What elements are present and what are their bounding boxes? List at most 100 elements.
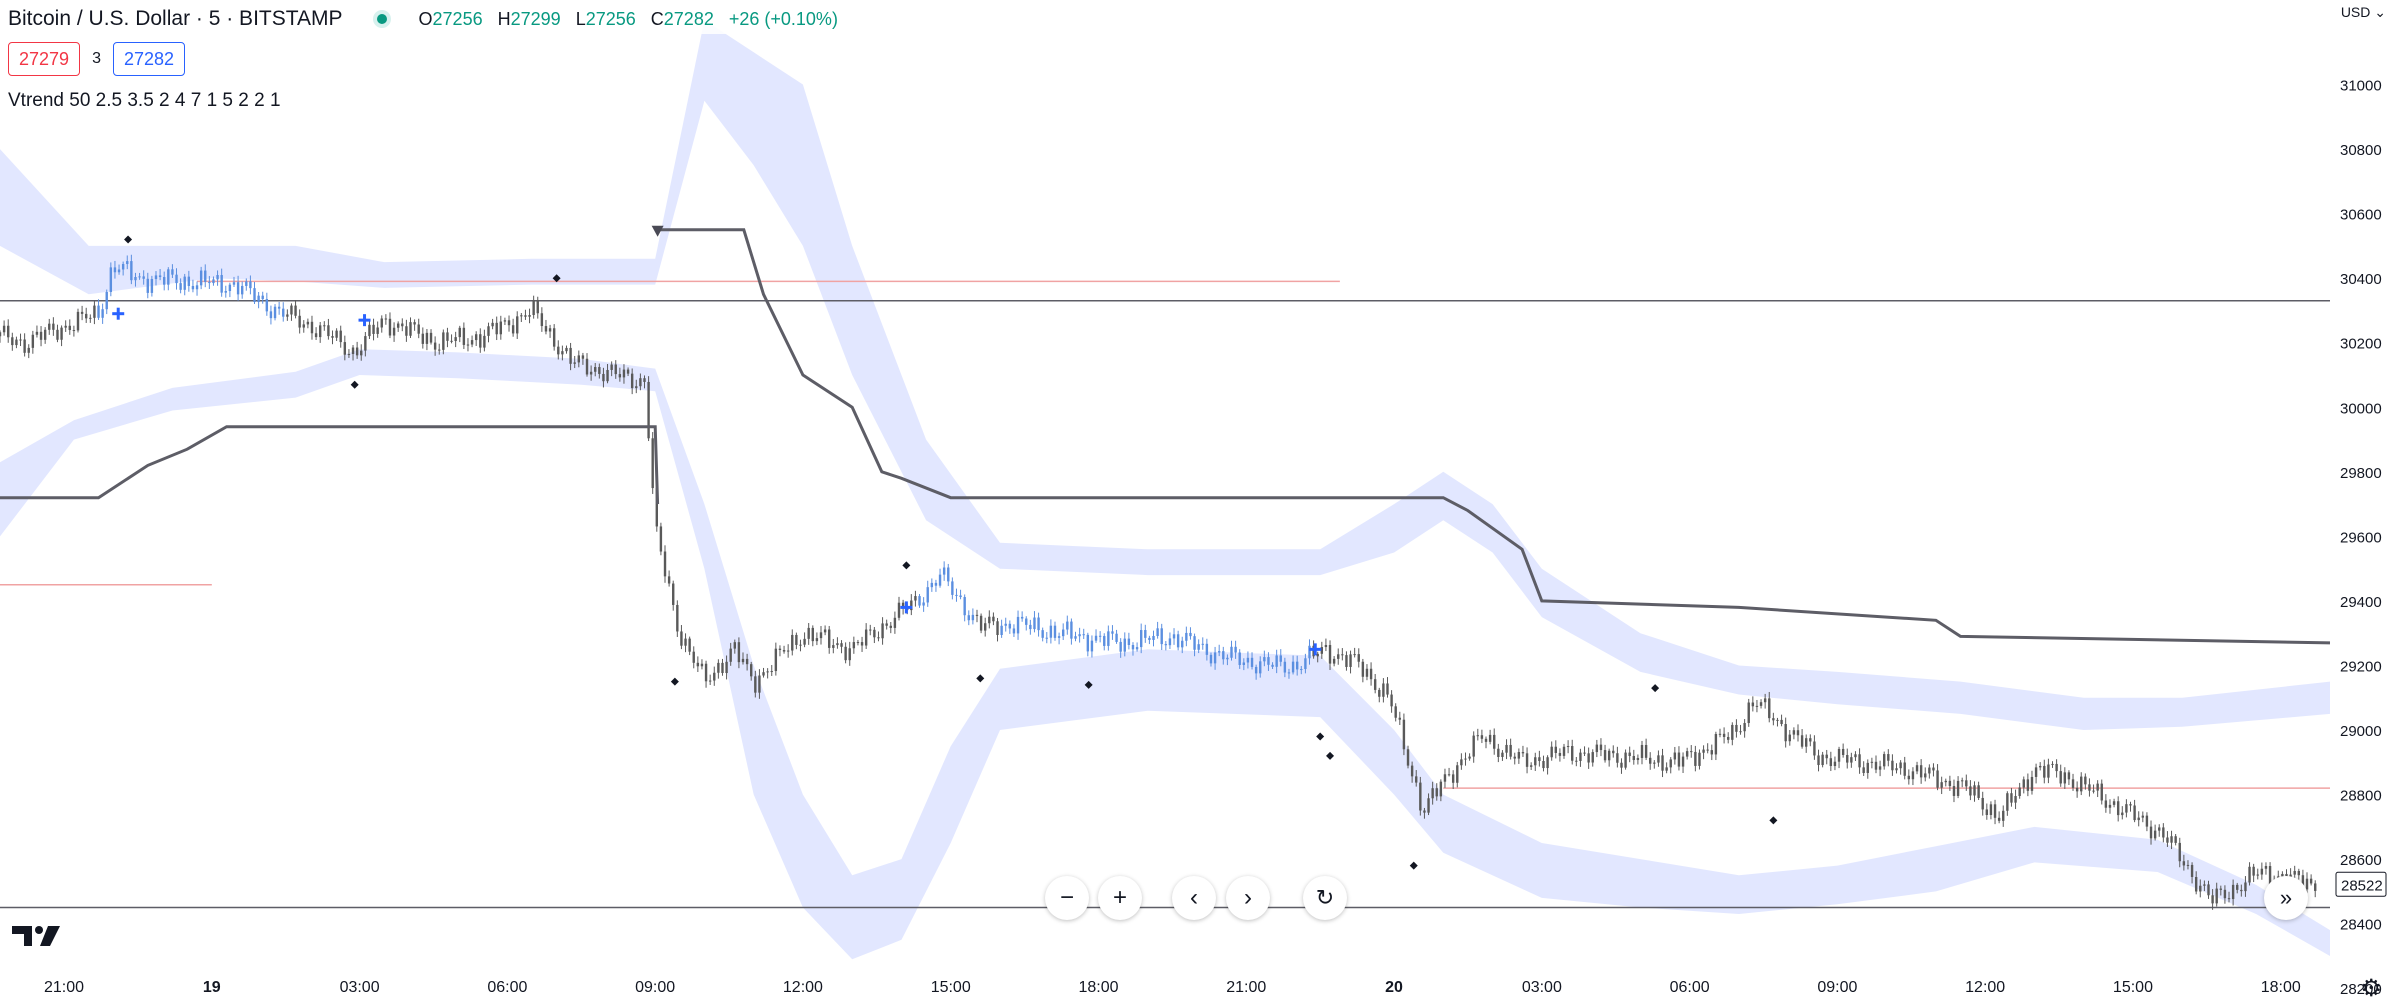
candle: [2170, 830, 2173, 850]
candle: [717, 659, 720, 679]
reset-chart-button[interactable]: ↻: [1303, 876, 1347, 920]
candle: [1566, 740, 1570, 754]
candle: [282, 302, 285, 322]
candle: [1431, 781, 1434, 805]
candle: [368, 321, 371, 339]
candle: [2063, 767, 2067, 789]
candle: [245, 278, 248, 291]
candle: [511, 318, 515, 337]
candle: [2055, 759, 2058, 778]
candle: [766, 668, 769, 679]
candle: [647, 376, 650, 442]
candle: [1115, 629, 1118, 644]
candle: [988, 610, 991, 629]
indicator-legend[interactable]: Vtrend 50 2.5 3.5 2 4 7 1 5 2 2 1: [8, 90, 281, 111]
candle: [2145, 812, 2149, 832]
candle: [1386, 677, 1389, 698]
time-axis[interactable]: 21:00 19 03:00 06:00 09:00 12:00 15:00 18:00 21:…: [44, 979, 2301, 996]
candle: [618, 367, 622, 382]
time-tick-label: 15:00: [931, 979, 971, 996]
candle: [1595, 739, 1599, 758]
candle: [1410, 761, 1414, 783]
candle: [1640, 740, 1644, 765]
candle: [840, 640, 843, 654]
candle: [2264, 862, 2268, 875]
candle: [1045, 632, 1048, 644]
candle: [540, 307, 544, 332]
candle: [1759, 699, 1763, 709]
candle: [2030, 770, 2034, 795]
candle: [1571, 739, 1574, 765]
candle: [2186, 860, 2190, 870]
buy-button[interactable]: 27282: [112, 42, 186, 76]
candle: [19, 333, 22, 347]
candle: [626, 367, 630, 377]
candle: [2260, 862, 2264, 880]
open-value: 27256: [432, 8, 483, 29]
candle: [1086, 632, 1090, 657]
candle: [421, 327, 425, 349]
trend-line-lower[interactable]: [0, 425, 660, 505]
candle: [1940, 776, 1943, 795]
candle: [1373, 673, 1377, 694]
candle: [495, 316, 498, 341]
price-axis[interactable]: 31000 30800 30600 30400 30200 30000 29800 29600…: [2335, 78, 2387, 999]
candle: [1398, 711, 1402, 725]
candle: [1259, 656, 1262, 678]
candle: [438, 343, 441, 355]
go-to-realtime-button[interactable]: »: [2264, 876, 2308, 920]
gear-icon[interactable]: ⚙: [2360, 975, 2382, 1002]
candle: [1743, 719, 1746, 738]
candle: [1476, 728, 1480, 741]
candle: [372, 318, 375, 341]
candle: [1846, 748, 1849, 769]
candle: [1222, 646, 1225, 665]
candle: [343, 335, 347, 361]
candle: [548, 324, 552, 338]
candle: [1160, 623, 1163, 651]
candle: [893, 611, 897, 634]
trend-line-upper[interactable]: [655, 228, 2331, 645]
candle: [1768, 691, 1771, 723]
tradingview-logo-icon[interactable]: [12, 924, 62, 953]
candle: [770, 664, 773, 676]
candle: [2051, 761, 2054, 768]
candle: [1402, 713, 1406, 756]
candle: [643, 375, 646, 389]
candle: [1020, 611, 1024, 622]
symbol-title[interactable]: Bitcoin / U.S. Dollar · 5 · BITSTAMP: [8, 7, 343, 30]
candle: [1332, 656, 1336, 667]
candle: [873, 627, 876, 644]
candle: [565, 345, 568, 354]
candle: [1837, 746, 1841, 769]
candle: [926, 580, 929, 607]
candle: [897, 596, 901, 621]
candle: [2088, 778, 2091, 797]
candle: [1070, 618, 1073, 645]
candle: [204, 264, 207, 288]
candle: [532, 295, 535, 319]
candle: [199, 266, 203, 290]
candle: [93, 301, 96, 325]
candle: [1349, 650, 1352, 674]
zoom-out-button[interactable]: −: [1045, 876, 1089, 920]
scroll-left-button[interactable]: ‹: [1172, 876, 1216, 920]
scroll-right-button[interactable]: ›: [1226, 876, 1270, 920]
currency-label: USD: [2340, 4, 2371, 20]
zoom-in-button[interactable]: +: [1098, 876, 1142, 920]
candle: [2256, 868, 2259, 880]
sell-button[interactable]: 27279: [8, 42, 81, 76]
candle: [1718, 728, 1722, 738]
candle: [1854, 751, 1857, 761]
currency-selector[interactable]: USD ⌄: [2341, 4, 2386, 21]
candle: [758, 669, 761, 699]
candle: [1283, 657, 1287, 678]
candle: [409, 317, 412, 338]
candle: [1341, 648, 1344, 661]
market-status-icon[interactable]: [372, 10, 391, 28]
price-tick-label: 30000: [2340, 400, 2382, 417]
candle: [860, 636, 864, 652]
candle: [1460, 753, 1463, 770]
candle: [1172, 628, 1176, 645]
